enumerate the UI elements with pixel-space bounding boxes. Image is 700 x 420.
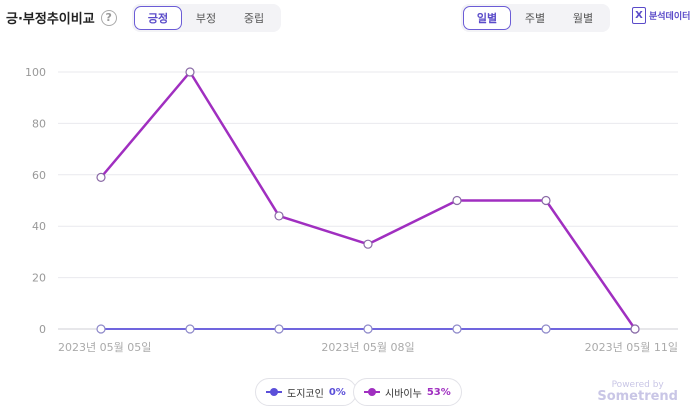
tab-positive[interactable]: 긍정	[134, 6, 182, 30]
tab-weekly[interactable]: 주별	[524, 12, 546, 25]
legend-item-dogecoin[interactable]: 도지코인 0%	[255, 378, 357, 406]
y-tick-label: 100	[25, 66, 46, 79]
sentiment-tab-group: 긍정 부정 중립	[132, 4, 281, 32]
tab-daily[interactable]: 일별	[463, 6, 511, 30]
x-tick-label: 2023년 05월 08일	[321, 340, 414, 354]
data-point	[96, 324, 106, 334]
data-point	[452, 324, 462, 334]
y-tick-label: 80	[32, 117, 46, 130]
download-data-button[interactable]: X 분석데이터	[632, 7, 690, 24]
data-point	[452, 195, 462, 206]
help-icon[interactable]: ?	[100, 9, 117, 26]
line-chart: 0 20 40 60 80 100 2023년 05월 05일 2023년 05월 08일 20…	[25, 66, 678, 354]
x-tick-label: 2023년 05월 11일	[585, 340, 678, 354]
legend-label: 도지코인	[287, 388, 324, 400]
legend-share: 53%	[426, 386, 451, 398]
chart-title-bar: 긍·부정추이비교 ?	[6, 8, 117, 27]
legend-share: 0%	[328, 386, 346, 398]
data-point	[363, 239, 373, 249]
watermark: Powered by Sometrend	[597, 380, 678, 404]
tab-monthly[interactable]: 월별	[572, 12, 594, 25]
watermark-powered: Powered by	[611, 380, 664, 390]
data-point	[541, 324, 551, 334]
legend-label: 시바이누	[385, 388, 422, 400]
legend-swatch	[364, 388, 380, 396]
legend-item-shibainu[interactable]: 시바이누 53%	[353, 378, 462, 406]
legend-swatch	[266, 388, 282, 396]
y-tick-label: 20	[32, 272, 46, 285]
period-tab-group: 일별 주별 월별	[461, 4, 610, 32]
y-tick-label: 40	[32, 220, 46, 233]
data-point	[274, 211, 284, 221]
data-point	[96, 172, 106, 182]
tab-negative[interactable]: 부정	[195, 12, 217, 25]
data-point	[630, 324, 640, 334]
series-line	[100, 70, 637, 330]
y-tick-label: 0	[39, 323, 46, 336]
data-point	[363, 324, 373, 334]
y-tick-label: 60	[32, 169, 46, 182]
data-point	[274, 324, 284, 334]
data-point	[541, 195, 551, 206]
watermark-brand: Sometrend	[597, 389, 678, 404]
x-tick-label: 2023년 05월 05일	[58, 340, 151, 354]
tab-neutral[interactable]: 중립	[243, 12, 265, 25]
excel-icon: X	[632, 7, 646, 24]
data-point	[185, 324, 195, 334]
download-data-label: 분석데이터	[649, 12, 691, 22]
page-title: 긍·부정추이비교	[6, 12, 95, 27]
data-point	[185, 67, 195, 77]
